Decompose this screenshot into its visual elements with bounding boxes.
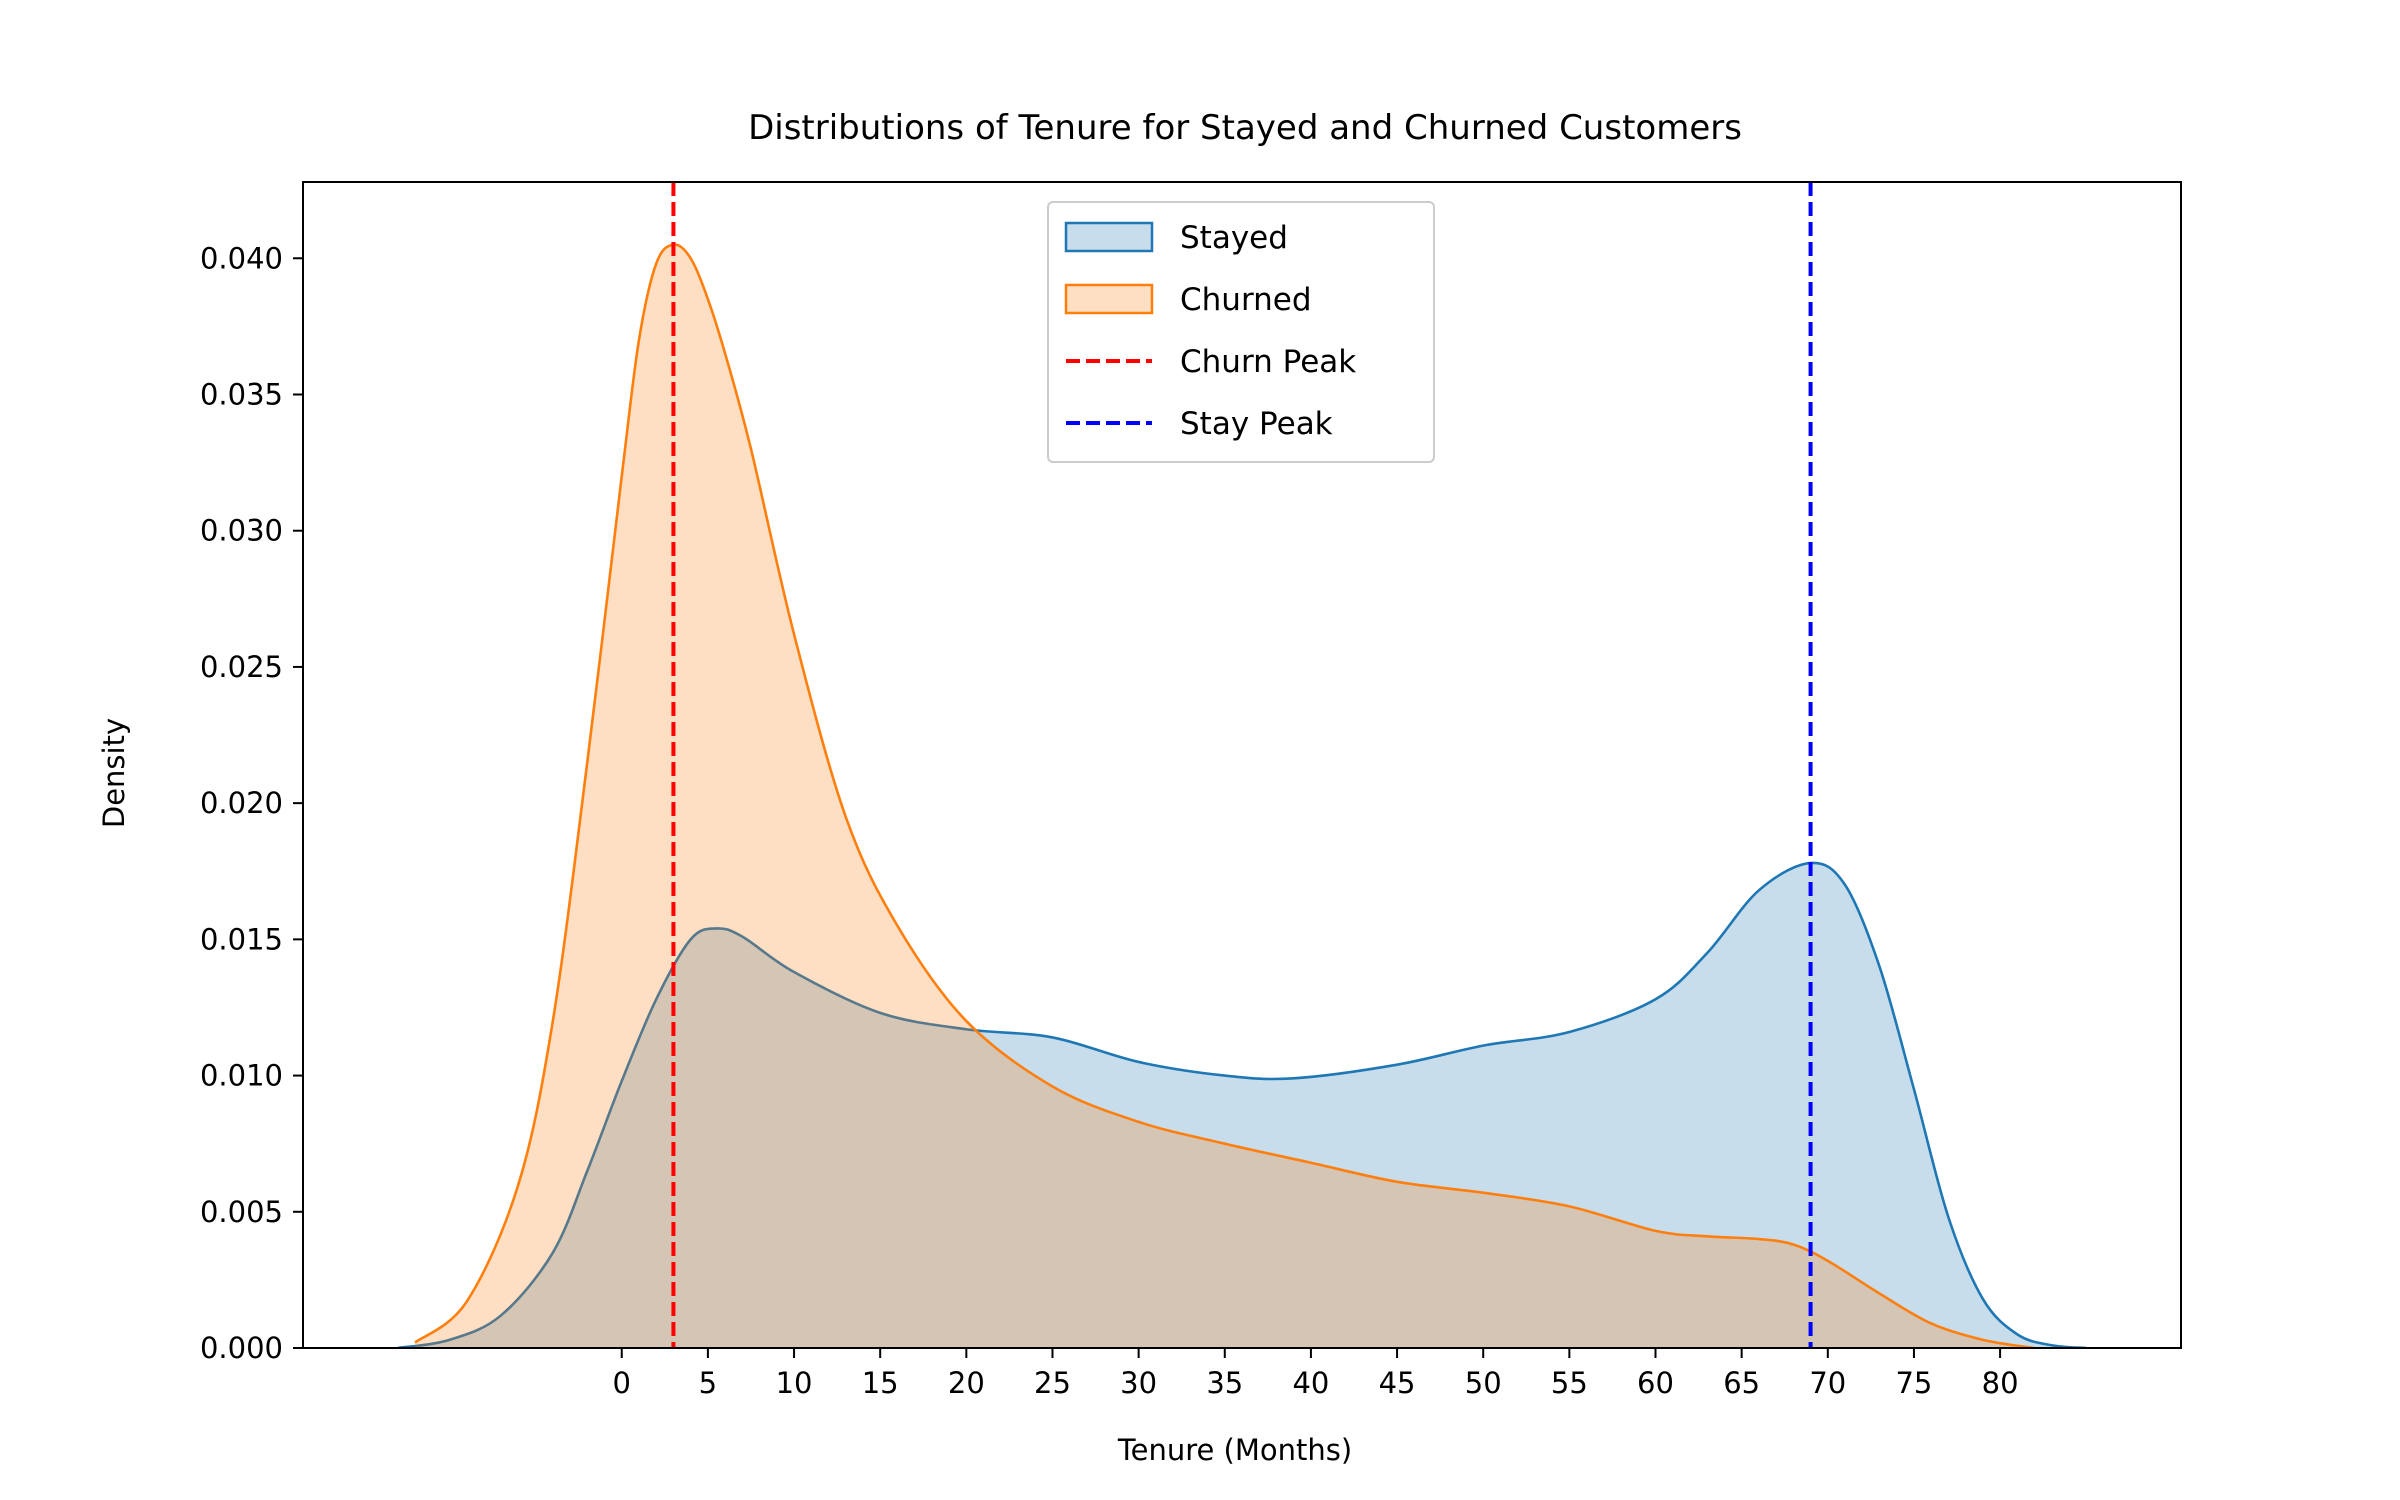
y-tick-label: 0.015 [200,922,283,956]
plot-area [397,182,2087,1348]
y-tick-label: 0.000 [200,1331,283,1365]
x-axis-label: Tenure (Months) [1117,1433,1352,1467]
plot-frame [302,181,2182,1349]
legend-label-stay-peak: Stay Peak [1180,406,1333,442]
series-line-churned [414,243,2035,1348]
x-tick-label: 25 [1034,1366,1071,1400]
series-area-churned [414,244,2035,1348]
x-tick-label: 45 [1379,1366,1416,1400]
y-tick-label: 0.035 [200,377,283,411]
x-tick-label: 10 [776,1366,813,1400]
y-axis: 0.000 0.005 0.010 0.015 0.020 0.025 0.030 0.035… [200,241,303,1365]
y-axis-label: Density [97,718,131,828]
x-axis: 0 5 10 15 20 25 30 35 40 45 50 55 60 65 70 75 80 [613,1348,2019,1400]
y-tick-label: 0.040 [200,241,283,275]
x-tick-label: 30 [1120,1366,1157,1400]
legend-box [1047,201,1435,463]
series-line-stayed [397,861,2087,1348]
x-tick-label: 0 [613,1366,631,1400]
x-tick-label: 75 [1895,1366,1932,1400]
x-tick-label: 80 [1982,1366,2019,1400]
x-tick-label: 40 [1292,1366,1329,1400]
chart-title: Distributions of Tenure for Stayed and C… [748,108,1742,148]
y-tick-label: 0.005 [200,1195,283,1229]
x-tick-label: 60 [1637,1366,1674,1400]
x-tick-label: 15 [862,1366,899,1400]
x-tick-label: 35 [1206,1366,1243,1400]
legend-swatch-churned [1064,283,1154,315]
legend-label-stayed: Stayed [1180,220,1288,256]
y-tick-label: 0.010 [200,1059,283,1093]
legend-label-churn-peak: Churn Peak [1180,344,1356,380]
y-tick-label: 0.030 [200,514,283,548]
legend-label-churned: Churned [1180,282,1312,318]
x-tick-label: 20 [948,1366,985,1400]
x-tick-label: 70 [1809,1366,1846,1400]
x-tick-label: 55 [1551,1366,1588,1400]
y-tick-label: 0.020 [200,786,283,820]
legend-swatch-stayed [1064,221,1154,253]
series-area-stayed [397,862,2087,1348]
legend: Stayed Churned Churn Peak Stay Peak [1047,201,1435,463]
x-tick-label: 5 [699,1366,717,1400]
x-tick-label: 65 [1723,1366,1760,1400]
y-tick-label: 0.025 [200,650,283,684]
x-tick-label: 50 [1465,1366,1502,1400]
